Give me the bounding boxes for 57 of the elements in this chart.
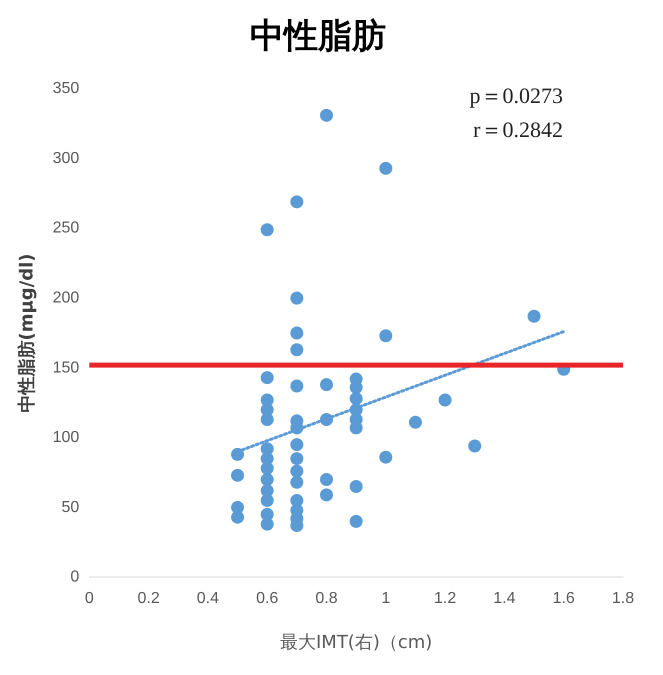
y-tick-label: 0	[70, 568, 80, 586]
x-tick-label: 0.8	[315, 590, 338, 608]
point	[320, 413, 333, 426]
y-tick-label: 150	[52, 359, 80, 376]
x-tick-label: 1.6	[552, 590, 575, 608]
point	[320, 378, 333, 392]
point	[350, 514, 363, 528]
y-tick-label: 250	[52, 220, 80, 237]
point	[320, 108, 333, 122]
point	[260, 371, 274, 384]
x-tick-label: 1.8	[612, 590, 634, 608]
point	[290, 343, 304, 356]
y-axis-title: 中性脂肪(mμg/dl)	[16, 254, 38, 412]
point	[379, 162, 392, 175]
point	[231, 510, 244, 524]
point	[290, 292, 304, 305]
point	[231, 448, 244, 461]
point	[260, 473, 274, 486]
y-tick-label: 350	[52, 80, 80, 98]
y-tick-label: 100	[52, 429, 80, 446]
annotation: r＝0.2842	[473, 116, 563, 142]
point	[350, 480, 363, 493]
chart-title: 中性脂肪	[250, 16, 386, 56]
point	[290, 452, 304, 466]
point	[408, 416, 422, 429]
point	[290, 438, 304, 452]
x-tick-label: 0.4	[196, 590, 220, 608]
y-tick-label: 300	[52, 150, 80, 167]
point	[320, 488, 333, 502]
x-tick-label: 0.2	[137, 590, 160, 608]
point	[379, 329, 392, 342]
point	[260, 518, 274, 531]
annotation: p＝0.0273	[470, 82, 563, 108]
point	[260, 413, 274, 426]
point	[379, 450, 392, 464]
point	[290, 380, 304, 393]
point	[528, 310, 541, 323]
x-tick-label: 0.6	[256, 590, 278, 608]
x-axis-title: 最大IMT(右)（cm)	[280, 632, 432, 653]
y-tick-label: 50	[62, 498, 80, 516]
point	[290, 476, 304, 489]
point	[290, 195, 304, 208]
point	[438, 393, 452, 406]
point	[260, 223, 274, 236]
point	[350, 392, 363, 406]
point	[260, 462, 274, 475]
point	[320, 473, 333, 486]
x-tick-label: 1	[381, 590, 390, 608]
point	[231, 468, 244, 482]
x-tick-label: 0	[84, 590, 94, 608]
y-tick-label: 200	[52, 290, 80, 307]
point	[260, 494, 274, 507]
point	[468, 440, 482, 453]
x-tick-label: 1.4	[493, 590, 516, 608]
x-tick-label: 1.2	[434, 590, 456, 608]
point	[290, 326, 304, 340]
point	[290, 464, 304, 478]
